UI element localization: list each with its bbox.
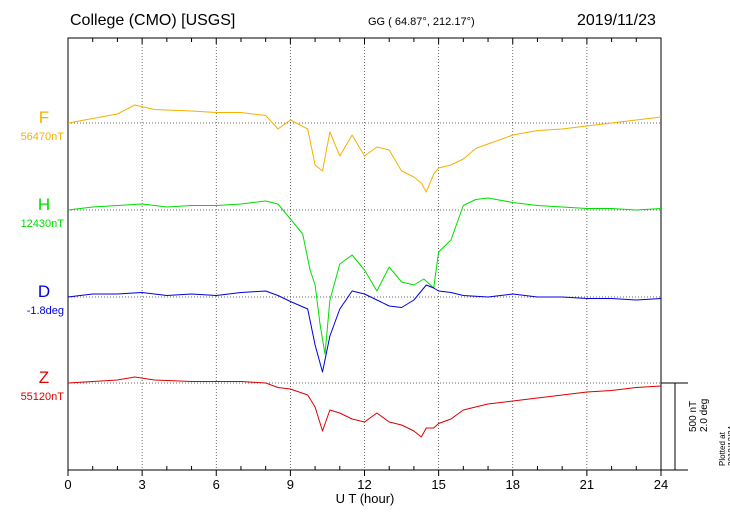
x-tick-label: 24 <box>654 477 668 492</box>
x-tick-label: 0 <box>64 477 71 492</box>
station-title: College (CMO) [USGS] <box>70 12 236 29</box>
trace-Z <box>67 376 662 438</box>
x-tick-label: 12 <box>357 477 371 492</box>
trace-baseline-H: 12430nT <box>20 218 64 230</box>
trace-F <box>67 104 662 193</box>
trace-letter-F: F <box>38 108 50 127</box>
x-tick-label: 15 <box>431 477 445 492</box>
x-tick-label: 3 <box>139 477 146 492</box>
x-tick-label: 21 <box>580 477 594 492</box>
plot-date: 2019/11/23 <box>577 12 656 29</box>
trace-letter-Z: Z <box>38 368 50 387</box>
x-tick-label: 18 <box>506 477 520 492</box>
trace-letter-D: D <box>37 282 51 301</box>
x-tick-label: 9 <box>287 477 294 492</box>
trace-baseline-F: 56470nT <box>20 131 64 143</box>
x-tick-label: 6 <box>213 477 220 492</box>
x-axis-label: U T (hour) <box>335 491 395 506</box>
trace-H <box>67 197 662 355</box>
trace-letter-H: H <box>37 195 51 214</box>
trace-baseline-D: -1.8deg <box>26 305 64 317</box>
geo-coords: GG ( 64.87°, 212.17°) <box>368 16 475 28</box>
trace-D <box>67 284 662 373</box>
trace-baseline-Z: 55120nT <box>20 391 64 403</box>
